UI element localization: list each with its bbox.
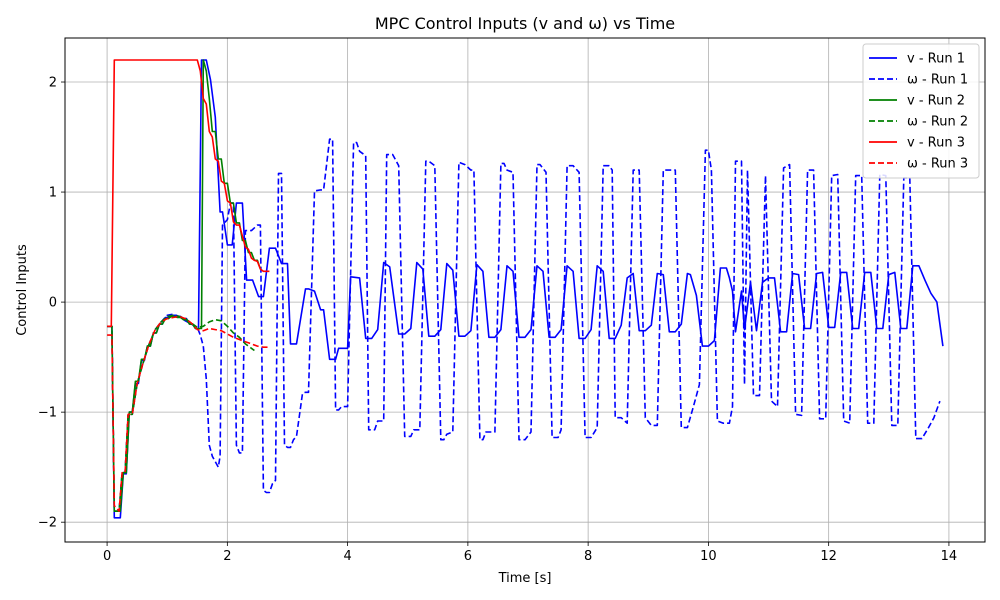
legend: v - Run 1 ω - Run 1 v - Run 2 ω - Run 2 v - … (862, 43, 980, 179)
x-tick-label: 2 (223, 549, 231, 564)
y-tick-label: 0 (49, 296, 57, 311)
legend-box (862, 43, 980, 179)
legend-label: ω - Run 2 (907, 115, 968, 130)
y-tick-label: −2 (38, 516, 57, 531)
series-line-3 (107, 59, 262, 513)
legend-label: v - Run 3 (907, 136, 965, 151)
series-line-6 (107, 315, 270, 513)
legend-label: v - Run 1 (907, 52, 965, 67)
series-lines (107, 59, 944, 519)
x-tick-label: 8 (584, 549, 592, 564)
y-tick-label: 1 (49, 186, 57, 201)
legend-label: ω - Run 3 (907, 157, 968, 172)
y-tick-label: −1 (38, 406, 57, 421)
x-tick-label: 10 (700, 549, 717, 564)
x-tick-label: 0 (103, 549, 111, 564)
series-line-2 (107, 138, 941, 513)
legend-label: ω - Run 1 (907, 73, 968, 88)
x-tick-label: 4 (343, 549, 351, 564)
x-tick-label: 14 (941, 549, 958, 564)
chart-title: MPC Control Inputs (v and ω) vs Time (375, 14, 675, 33)
legend-label: v - Run 2 (907, 94, 965, 109)
plot-frame (64, 37, 986, 543)
y-tick-label: 2 (49, 76, 57, 91)
series-line-5 (107, 59, 270, 328)
x-tick-label: 6 (464, 549, 472, 564)
series-line-4 (107, 314, 255, 513)
y-axis-label: Control Inputs (15, 244, 30, 336)
x-axis-label: Time [s] (498, 571, 552, 586)
x-tick-label: 12 (820, 549, 837, 564)
y-axis-ticks: −2 −1 0 1 2 (38, 76, 65, 531)
x-axis-ticks: 0 2 4 6 8 10 12 14 (103, 542, 957, 564)
